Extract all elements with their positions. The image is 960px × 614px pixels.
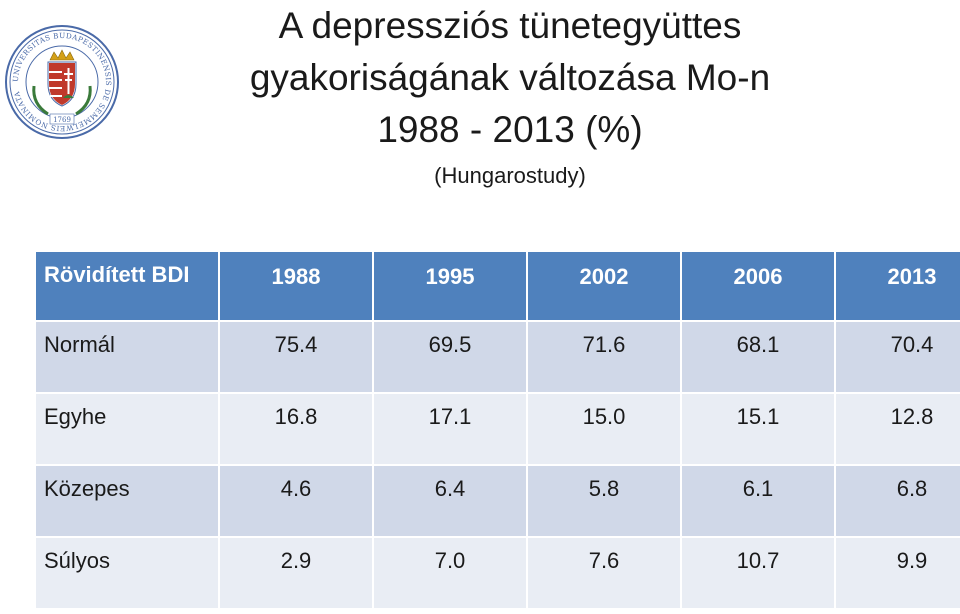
title-block: A depressziós tünetegyüttes gyakoriságán…: [150, 0, 870, 194]
cell-value: 10.7: [682, 538, 834, 608]
cell-value: 12.8: [836, 394, 960, 464]
cell-value: 15.1: [682, 394, 834, 464]
university-seal-logo: UNIVERSITAS BUDAPESTINENSIS DE SEMMELWEI…: [4, 24, 120, 140]
table-row: Közepes 4.6 6.4 5.8 6.1 6.8: [36, 466, 960, 536]
table-row: Normál 75.4 69.5 71.6 68.1 70.4: [36, 322, 960, 392]
cell-value: 75.4: [220, 322, 372, 392]
table-header-row: Rövidített BDI 1988 1995 2002 2006 2013: [36, 252, 960, 320]
cell-value: 69.5: [374, 322, 526, 392]
row-label: Egyhe: [36, 394, 218, 464]
header-year-2002: 2002: [528, 252, 680, 320]
cell-value: 17.1: [374, 394, 526, 464]
cell-value: 9.9: [836, 538, 960, 608]
row-label: Súlyos: [36, 538, 218, 608]
cell-value: 68.1: [682, 322, 834, 392]
seal-icon: UNIVERSITAS BUDAPESTINENSIS DE SEMMELWEI…: [5, 25, 119, 139]
header-year-2006: 2006: [682, 252, 834, 320]
subtitle: (Hungarostudy): [434, 163, 586, 188]
cell-value: 71.6: [528, 322, 680, 392]
title-line-1: A depressziós tünetegyüttes: [278, 5, 742, 46]
cell-value: 4.6: [220, 466, 372, 536]
header-year-1988: 1988: [220, 252, 372, 320]
cell-value: 7.0: [374, 538, 526, 608]
header-row-label: Rövidített BDI: [36, 252, 218, 320]
seal-year: 1769: [53, 116, 71, 124]
bdi-frequency-table: Rövidített BDI 1988 1995 2002 2006 2013 …: [34, 250, 960, 610]
cell-value: 70.4: [836, 322, 960, 392]
cell-value: 6.1: [682, 466, 834, 536]
header-year-2013: 2013: [836, 252, 960, 320]
table-row: Súlyos 2.9 7.0 7.6 10.7 9.9: [36, 538, 960, 608]
cell-value: 2.9: [220, 538, 372, 608]
cell-value: 16.8: [220, 394, 372, 464]
row-label: Közepes: [36, 466, 218, 536]
cell-value: 7.6: [528, 538, 680, 608]
title-line-2: gyakoriságának változása Mo-n: [249, 57, 771, 98]
cell-value: 15.0: [528, 394, 680, 464]
cell-value: 6.4: [374, 466, 526, 536]
row-label: Normál: [36, 322, 218, 392]
title-line-3: 1988 - 2013 (%): [377, 109, 643, 150]
header-year-1995: 1995: [374, 252, 526, 320]
cell-value: 6.8: [836, 466, 960, 536]
cell-value: 5.8: [528, 466, 680, 536]
table-row: Egyhe 16.8 17.1 15.0 15.1 12.8: [36, 394, 960, 464]
